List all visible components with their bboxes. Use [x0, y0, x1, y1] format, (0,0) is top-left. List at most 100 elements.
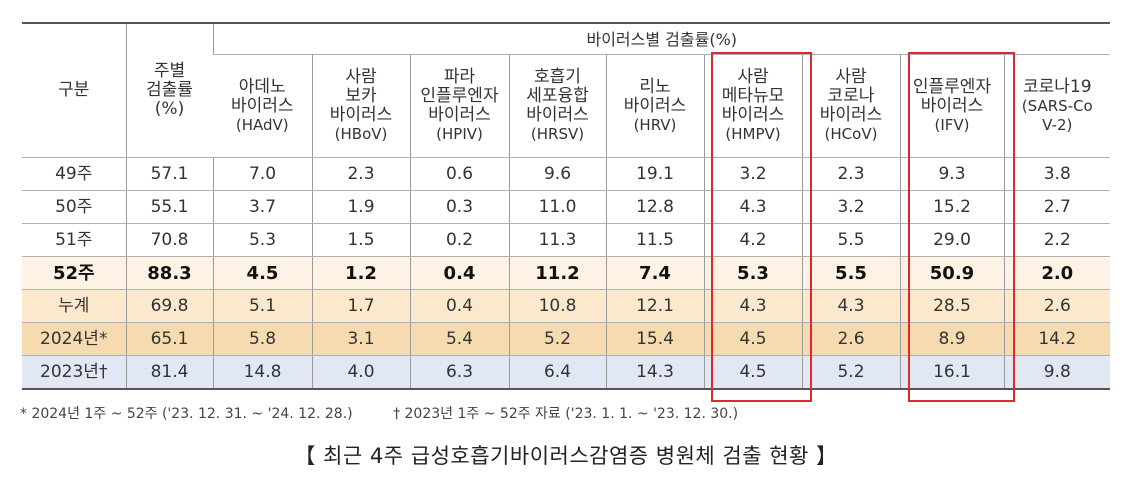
virus-rate-cell: 3.7 — [212, 190, 312, 224]
virus-abbreviation: (SARS-CoV-2) — [1021, 96, 1093, 134]
virus-rate-cell: 15.2 — [899, 190, 1004, 224]
virus-rate-cell: 11.5 — [605, 223, 704, 257]
virus-column-header: 인플루엔자 바이러스 (IFV) — [899, 54, 1004, 158]
virus-rate-cell: 5.3 — [703, 256, 802, 290]
virus-name-line: 바이러스 — [819, 105, 883, 125]
virus-name-line: 사람 — [835, 67, 867, 87]
weekly-rate-cell: 57.1 — [125, 157, 213, 191]
table-row: 52주 88.3 4.5 1.2 0.4 11.2 7.4 5.3 5.5 50.9 2.0 — [22, 256, 1111, 290]
table-body: 49주 57.1 7.0 2.3 0.6 9.6 19.1 3.2 2.3 9.3 3.8 50주 55… — [22, 157, 1111, 390]
table-row: 49주 57.1 7.0 2.3 0.6 9.6 19.1 3.2 2.3 9.3 3.8 — [22, 157, 1111, 191]
weekly-rate-cell: 55.1 — [125, 190, 213, 224]
virus-rate-cell: 11.2 — [508, 256, 606, 290]
virus-abbreviation: (HPIV) — [436, 125, 483, 143]
virus-column-header: 아데노 바이러스 (HAdV) — [213, 54, 312, 158]
virus-rate-cell: 9.3 — [899, 157, 1004, 191]
virus-rate-cell: 2.3 — [801, 157, 900, 191]
virus-abbreviation: (IFV) — [934, 115, 970, 134]
virus-rate-cell: 15.4 — [605, 322, 704, 356]
virus-column-header: 사람 메타뉴모 바이러스 (HMPV) — [703, 54, 802, 158]
virus-rate-cell: 9.8 — [1003, 355, 1111, 390]
virus-rate-cell: 5.4 — [409, 322, 509, 356]
virus-rate-cell: 5.2 — [508, 322, 606, 356]
virus-rate-cell: 11.3 — [508, 223, 606, 257]
virus-name-line: 파라 — [443, 67, 476, 87]
virus-name-line: 사람 — [345, 67, 377, 87]
virus-rate-cell: 4.2 — [703, 223, 802, 257]
weekly-rate-header: 주별 검출률 (%) — [125, 22, 213, 158]
virus-rate-cell: 4.5 — [703, 355, 802, 390]
virus-rate-cell: 2.6 — [801, 322, 900, 356]
virus-rate-cell: 0.4 — [409, 289, 509, 323]
table-row: 51주 70.8 5.3 1.5 0.2 11.3 11.5 4.2 5.5 29.0 2.2 — [22, 223, 1111, 257]
virus-rate-cell: 10.8 — [508, 289, 606, 323]
virus-name-line: 바이러스 — [623, 95, 687, 116]
virus-rate-cell: 4.3 — [703, 289, 802, 323]
virus-rate-cell: 4.5 — [212, 256, 312, 290]
virus-group-header: 바이러스별 검출률(%) — [212, 22, 1111, 55]
virus-abbreviation: (HRSV) — [530, 125, 585, 143]
row-label: 52주 — [22, 256, 126, 290]
virus-rate-cell: 16.1 — [899, 355, 1004, 390]
virus-rate-cell: 5.2 — [801, 355, 900, 390]
virus-name-line: 사람 — [737, 67, 769, 87]
virus-name-line: 바이러스 — [526, 105, 589, 125]
weekly-rate-cell: 88.3 — [125, 256, 213, 290]
detection-rate-table: 구분 주별 검출률 (%) 바이러스별 검출률(%) 아데노 바이러스 (HAdV)… — [22, 22, 1111, 390]
virus-rate-cell: 4.0 — [311, 355, 410, 390]
virus-rate-cell: 12.1 — [605, 289, 704, 323]
weekly-header-line: (%) — [154, 99, 185, 119]
virus-rate-cell: 4.3 — [703, 190, 802, 224]
virus-rate-cell: 28.5 — [899, 289, 1004, 323]
virus-name-line: 인플루엔자 — [912, 76, 992, 97]
virus-abbreviation: (HRV) — [633, 115, 677, 134]
virus-rate-cell: 50.9 — [899, 256, 1004, 290]
virus-rate-cell: 1.9 — [311, 190, 410, 224]
virus-rate-cell: 0.4 — [409, 256, 509, 290]
virus-column-header: 사람 코로나 바이러스 (HCoV) — [801, 54, 900, 158]
virus-rate-cell: 3.1 — [311, 322, 410, 356]
virus-rate-cell: 7.0 — [212, 157, 312, 191]
row-label: 50주 — [22, 190, 126, 224]
virus-rate-cell: 3.2 — [703, 157, 802, 191]
virus-name-line: 호흡기 — [534, 67, 581, 87]
virus-rate-cell: 29.0 — [899, 223, 1004, 257]
virus-name-line: 리노 — [639, 76, 671, 97]
table-row: 누계 69.8 5.1 1.7 0.4 10.8 12.1 4.3 4.3 28.5 2.6 — [22, 289, 1111, 323]
virus-name-line: 바이러스 — [230, 95, 294, 116]
virus-name-line: 인플루엔자 — [420, 86, 499, 106]
virus-rate-cell: 14.3 — [605, 355, 704, 390]
virus-rate-cell: 2.0 — [1003, 256, 1111, 290]
virus-column-header: 리노 바이러스 (HRV) — [605, 54, 704, 158]
footnotes: * 2024년 1주 ~ 52주 ('23. 12. 31. ~ '24. 12… — [20, 403, 738, 423]
virus-rate-cell: 6.3 — [409, 355, 509, 390]
virus-rate-cell: 0.6 — [409, 157, 509, 191]
virus-name-line: 코로나19 — [1022, 76, 1092, 97]
virus-rate-cell: 1.2 — [311, 256, 410, 290]
virus-column-header: 파라 인플루엔자 바이러스 (HPIV) — [409, 54, 509, 158]
virus-rate-cell: 2.6 — [1003, 289, 1111, 323]
table-row: 50주 55.1 3.7 1.9 0.3 11.0 12.8 4.3 3.2 15.2 2.7 — [22, 190, 1111, 224]
row-label: 2023년† — [22, 355, 126, 390]
row-label: 51주 — [22, 223, 126, 257]
virus-abbreviation: (HCoV) — [824, 125, 878, 143]
virus-rate-cell: 7.4 — [605, 256, 704, 290]
virus-abbreviation: (HMPV) — [725, 125, 781, 143]
virus-rate-cell: 2.7 — [1003, 190, 1111, 224]
row-label: 2024년* — [22, 322, 126, 356]
virus-rate-cell: 8.9 — [899, 322, 1004, 356]
virus-rate-cell: 2.2 — [1003, 223, 1111, 257]
row-label: 누계 — [22, 289, 126, 323]
table-caption: 【 최근 4주 급성호흡기바이러스감염증 병원체 검출 현황 】 — [294, 444, 838, 468]
virus-name-line: 메타뉴모 — [721, 86, 785, 106]
weekly-rate-cell: 81.4 — [125, 355, 213, 390]
weekly-header-line: 주별 — [153, 61, 186, 81]
detection-table-container: 구분 주별 검출률 (%) 바이러스별 검출률(%) 아데노 바이러스 (HAdV)… — [22, 22, 1111, 402]
virus-rate-cell: 4.3 — [801, 289, 900, 323]
footnote-2023: † 2023년 1주 ~ 52주 자료 ('23. 1. 1. ~ '23. 1… — [393, 406, 739, 422]
virus-rate-cell: 9.6 — [508, 157, 606, 191]
virus-rate-cell: 19.1 — [605, 157, 704, 191]
virus-rate-cell: 12.8 — [605, 190, 704, 224]
weekly-rate-cell: 65.1 — [125, 322, 213, 356]
table-row: 2023년† 81.4 14.8 4.0 6.3 6.4 14.3 4.5 5.2 16.1 9.8 — [22, 355, 1111, 390]
